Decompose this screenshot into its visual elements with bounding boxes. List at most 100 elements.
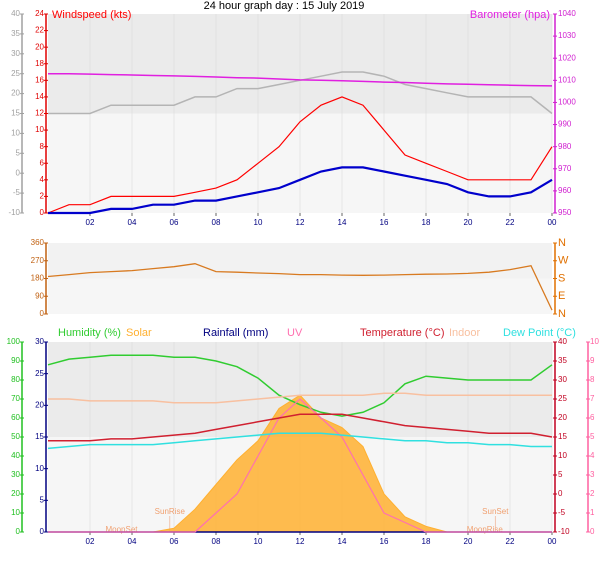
y-tick-label: 35: [11, 29, 20, 38]
y-tick-label: 10: [11, 129, 20, 138]
y-tick-label: 20: [11, 489, 20, 498]
y-tick-label: 90: [35, 291, 44, 300]
x-tick-label: 08: [212, 537, 221, 546]
y-tick-label: -10: [558, 527, 570, 536]
x-tick-label: 00: [548, 537, 557, 546]
y-tick-label: 40: [558, 337, 567, 346]
y-tick-label: 8: [590, 375, 595, 384]
x-tick-label: 18: [422, 537, 431, 546]
y-tick-label: 20: [11, 89, 20, 98]
line: [47, 354, 553, 417]
x-tick-label: 10: [254, 537, 263, 546]
plot-highlight: [48, 278, 552, 314]
legend-entry: UV: [287, 327, 303, 339]
y-tick-label: 40: [11, 9, 20, 18]
y-tick-label: 5: [16, 148, 21, 157]
line: [47, 96, 553, 214]
x-tick-label: 02: [86, 218, 95, 227]
y-tick-label: 24: [35, 9, 44, 18]
x-tick-label: 20: [464, 218, 473, 227]
y-tick-label: 50: [11, 432, 20, 441]
legend-entry: Dew Point (°C): [503, 327, 576, 339]
y-tick-label: 0: [16, 527, 21, 536]
event-label: MoonSet: [105, 525, 138, 534]
y-tick-label: N: [558, 237, 566, 249]
x-tick-label: 16: [380, 537, 389, 546]
y-tick-label: W: [558, 255, 569, 267]
y-tick-label: -10: [8, 208, 20, 217]
x-tick-label: 16: [380, 218, 389, 227]
y-tick-label: 20: [35, 400, 44, 409]
y-tick-label: 25: [11, 69, 20, 78]
y-tick-label: 5: [558, 470, 563, 479]
y-tick-label: 180: [31, 274, 45, 283]
line: [48, 72, 553, 87]
x-tick-label: 22: [506, 218, 515, 227]
y-tick-label: 5: [590, 432, 595, 441]
y-tick-label: 270: [31, 256, 45, 265]
y-tick-label: 0: [40, 527, 45, 536]
y-tick-label: 970: [558, 164, 572, 173]
y-tick-label: 15: [558, 432, 567, 441]
x-tick-label: 06: [170, 218, 179, 227]
y-tick-label: 1030: [558, 31, 576, 40]
legend-entry: Temperature (°C): [360, 327, 444, 339]
x-tick-label: 00: [548, 218, 557, 227]
y-tick-label: 2: [590, 489, 595, 498]
x-tick-label: 06: [170, 537, 179, 546]
line: [48, 398, 552, 533]
x-tick-label: 04: [128, 218, 137, 227]
y-tick-label: 4: [40, 175, 45, 184]
line: [48, 166, 553, 215]
y-tick-label: 0: [558, 489, 563, 498]
y-tick-label: 16: [35, 75, 44, 84]
y-tick-label: 360: [31, 238, 45, 247]
y-tick-label: 15: [35, 432, 44, 441]
y-tick-label: 10: [590, 337, 599, 346]
y-tick-label: 30: [11, 470, 20, 479]
y-tick-label: 25: [35, 369, 44, 378]
legend-entry: Barometer (hpa): [470, 9, 550, 21]
y-tick-label: 4: [590, 451, 595, 460]
y-tick-label: 0: [40, 309, 45, 318]
y-tick-label: 10: [35, 125, 44, 134]
x-tick-label: 14: [338, 537, 347, 546]
legend-entry: Windspeed (kts): [52, 9, 131, 21]
y-tick-label: 10: [35, 464, 44, 473]
x-tick-label: 08: [212, 218, 221, 227]
x-tick-label: 18: [422, 218, 431, 227]
y-tick-label: 0: [16, 168, 21, 177]
y-tick-label: 15: [11, 109, 20, 118]
line: [48, 392, 552, 404]
y-tick-label: S: [558, 272, 565, 284]
x-tick-label: 10: [254, 218, 263, 227]
y-tick-label: 20: [558, 413, 567, 422]
legend-entry: Solar: [126, 327, 152, 339]
x-tick-label: 22: [506, 537, 515, 546]
line: [47, 432, 552, 450]
y-tick-label: 40: [11, 451, 20, 460]
page-title: 24 hour graph day : 15 July 2019: [204, 0, 365, 12]
x-tick-label: 20: [464, 537, 473, 546]
y-tick-label: 30: [11, 49, 20, 58]
y-tick-label: 100: [7, 337, 21, 346]
y-tick-label: 6: [590, 413, 595, 422]
y-tick-label: 20: [35, 42, 44, 51]
x-tick-label: 02: [86, 537, 95, 546]
y-tick-label: 9: [590, 356, 595, 365]
y-tick-label: 950: [558, 208, 572, 217]
y-tick-label: 10: [558, 451, 567, 460]
y-tick-label: 90: [11, 356, 20, 365]
y-tick-label: 22: [35, 26, 44, 35]
y-tick-label: 14: [35, 92, 44, 101]
y-tick-label: 990: [558, 120, 572, 129]
y-tick-label: 12: [35, 109, 44, 118]
event-label: MoonRise: [467, 525, 504, 534]
x-tick-label: 12: [296, 218, 305, 227]
x-tick-label: 12: [296, 537, 305, 546]
y-tick-label: 980: [558, 142, 572, 151]
y-tick-label: 1040: [558, 9, 576, 18]
y-tick-label: E: [558, 290, 565, 302]
legend-entry: Indoor: [449, 327, 481, 339]
